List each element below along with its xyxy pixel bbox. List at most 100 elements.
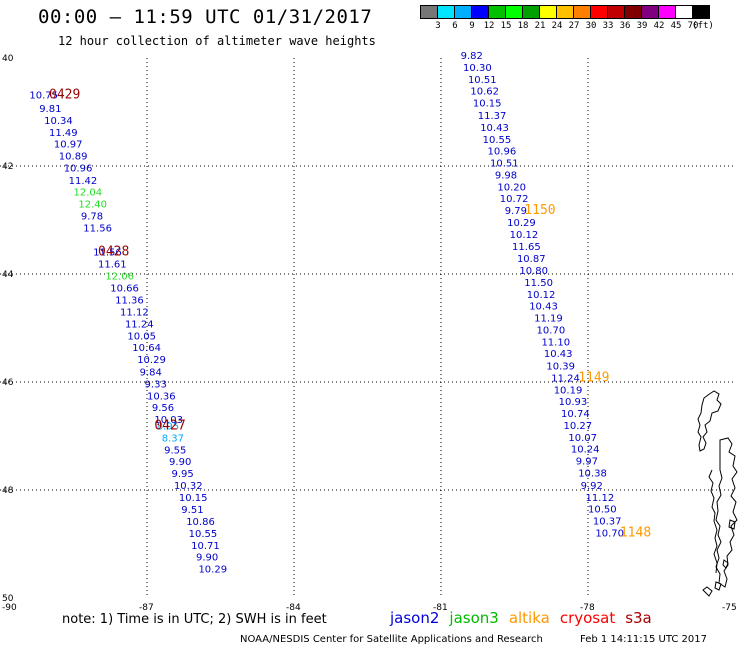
lon-tick-label: -81 (433, 603, 448, 613)
legend-label: 33 (602, 21, 614, 31)
lat-tick-label: 40 (2, 54, 14, 64)
wave-height-value: 10.70 (537, 325, 566, 336)
wave-height-value: 10.30 (463, 63, 492, 74)
legend-label: 30 (585, 21, 597, 31)
lat-tick-label: 42 (2, 162, 13, 172)
generated-timestamp: Feb 1 14:11:15 UTC 2017 (580, 634, 707, 645)
legend-swatch (641, 5, 659, 19)
legend-label: 21 (534, 21, 546, 31)
legend-label: 12 (483, 21, 495, 31)
wave-height-value: 10.80 (519, 266, 548, 277)
wave-height-value: 9.56 (152, 403, 174, 414)
wave-height-value: 11.36 (115, 296, 144, 307)
wave-height-value: 10.39 (546, 362, 575, 373)
wave-height-value: 11.37 (478, 111, 507, 122)
lat-tick-label: 46 (2, 378, 14, 388)
page-title: 00:00 — 11:59 UTC 01/31/2017 (38, 6, 373, 28)
wave-height-value: 10.19 (554, 385, 583, 396)
wave-height-value: 9.92 (581, 481, 603, 492)
altimeter-tracks: 10.759.8110.3411.4910.9710.8910.9611.421… (29, 51, 651, 576)
wave-height-value: 10.75 (29, 91, 58, 102)
wave-height-value: 10.71 (191, 541, 220, 552)
satellite-key-altika: altika (508, 609, 550, 627)
legend-label: 15 (500, 21, 512, 31)
units-note: note: 1) Time is in UTC; 2) SWH is in fe… (62, 612, 327, 627)
lon-tick-label: -75 (722, 603, 737, 613)
pass-time-label: 1148 (620, 525, 651, 540)
legend-swatch (692, 5, 710, 19)
lat-lon-grid (0, 58, 735, 598)
wave-height-value: 10.15 (179, 493, 208, 504)
wave-height-value: 11.12 (586, 493, 615, 504)
lon-tick-label: -84 (286, 603, 301, 613)
satellite-key: jason2 jason3 altika cryosat s3a (390, 609, 662, 627)
legend-swatch (420, 5, 438, 19)
wave-height-value: 12.06 (105, 271, 134, 282)
wave-height-value: 10.96 (64, 163, 93, 174)
legend-swatch (505, 5, 523, 19)
legend-swatch (437, 5, 455, 19)
wave-height-value: 9.79 (505, 206, 527, 217)
wave-height-value: 11.19 (534, 314, 563, 325)
wave-height-value: 9.82 (461, 51, 483, 62)
legend-label: 42 (653, 21, 665, 31)
legend-label: 6 (452, 21, 458, 31)
lon-tick-label: -78 (580, 603, 595, 613)
wave-height-value: 9.90 (196, 553, 218, 564)
wave-height-value: 9.98 (495, 170, 517, 181)
coastline (697, 390, 738, 597)
legend-swatch (556, 5, 574, 19)
wave-height-value: 10.62 (470, 87, 499, 98)
lat-tick-label: 44 (2, 270, 14, 280)
wave-height-value: 11.24 (125, 319, 154, 330)
lat-tick-label: 50 (2, 594, 14, 604)
legend-swatches (420, 5, 710, 19)
wave-height-value: 10.12 (527, 290, 556, 301)
color-legend: 3 6 9 12 15 18 21 24 27 30 33 36 39 42 45 70 (ft) (420, 5, 714, 31)
wave-height-value: 10.43 (544, 349, 573, 360)
wave-height-value: 11.56 (83, 223, 112, 234)
legend-swatch (607, 5, 625, 19)
wave-height-value: 10.96 (488, 147, 517, 158)
axis-tick-labels: 40 42 44 46 48 50-90 -87 -84 -81 -78 -75 (2, 54, 737, 613)
pass-time-label: 0427 (154, 419, 185, 434)
legend-swatch (488, 5, 506, 19)
wave-height-value: 10.29 (198, 565, 227, 576)
lat-tick-label: 48 (2, 486, 14, 496)
wave-height-value: 9.90 (169, 457, 191, 468)
wave-height-value: 10.55 (483, 135, 512, 146)
pass-time-label: 1149 (578, 370, 609, 385)
satellite-key-s3a: s3a (625, 609, 652, 627)
wave-height-value: 11.65 (512, 242, 541, 253)
wave-height-value: 10.38 (578, 469, 607, 480)
wave-height-value: 9.95 (172, 469, 194, 480)
legend-label: 70 (687, 21, 699, 31)
wave-height-value: 10.36 (147, 391, 176, 402)
wave-height-value: 10.27 (564, 421, 593, 432)
wave-height-value: 11.24 (551, 373, 580, 384)
wave-height-value: 10.86 (186, 517, 215, 528)
wave-height-value: 9.55 (164, 445, 186, 456)
wave-height-value: 11.49 (49, 128, 78, 139)
wave-height-value: 10.29 (137, 355, 166, 366)
wave-height-value: 11.12 (120, 308, 149, 319)
pass-time-label: 1150 (524, 203, 555, 218)
legend-swatch (454, 5, 472, 19)
satellite-key-cryosat: cryosat (559, 609, 616, 627)
wave-height-value: 10.43 (529, 302, 558, 313)
wave-height-value: 9.78 (81, 211, 103, 222)
wave-height-value: 11.56 (93, 248, 122, 259)
wave-height-value: 10.12 (510, 230, 539, 241)
legend-label: 3 (435, 21, 441, 31)
legend-label: (ft) (692, 21, 714, 31)
legend-label: 27 (568, 21, 580, 31)
wave-height-value: 12.40 (78, 200, 107, 211)
lon-tick-label: -87 (139, 603, 154, 613)
legend-swatch (522, 5, 540, 19)
wave-height-value: 10.97 (54, 140, 83, 151)
legend-labels: 3 6 9 12 15 18 21 24 27 30 33 36 39 42 45 70 (ft) (420, 19, 714, 31)
satellite-key-jason3: jason3 (449, 609, 499, 627)
legend-label: 18 (517, 21, 529, 31)
legend-swatch (573, 5, 591, 19)
pass-time-label: 0429 (49, 88, 80, 103)
